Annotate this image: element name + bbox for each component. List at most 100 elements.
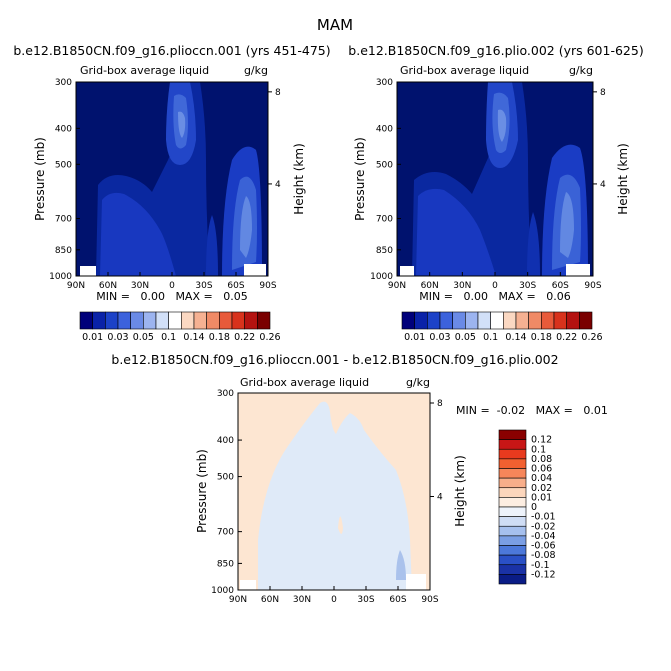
colorbar-swatch	[553, 311, 567, 330]
colorbar-swatch	[168, 311, 182, 330]
colorbar-swatch	[515, 311, 529, 330]
figure-title: MAM	[317, 16, 353, 34]
colorbar-swatch	[439, 311, 453, 330]
colorbar-swatch	[219, 311, 233, 330]
colorbar-label: -0.02	[531, 521, 556, 532]
colorbar-swatch	[193, 311, 207, 330]
colorbar-label: 0.08	[531, 454, 552, 465]
y-tick-label: 400	[217, 436, 234, 446]
panel-a-left-label: Grid-box average liquid	[80, 64, 209, 77]
y-tick-label: 700	[55, 215, 72, 225]
colorbar-label: -0.06	[531, 541, 556, 552]
panel-a-y2label: Height (km)	[292, 143, 306, 214]
y-tick-label: 300	[55, 78, 72, 88]
panel-b-y2label: Height (km)	[616, 143, 630, 214]
x-tick-label: 90N	[67, 281, 85, 291]
x-tick-label: 30S	[357, 595, 374, 605]
colorbar-swatch	[498, 497, 527, 508]
colorbar-swatch	[414, 311, 428, 330]
colorbar-label: 0.26	[259, 332, 280, 343]
colorbar-label: 0.01	[531, 492, 552, 503]
panel-c-right-label: g/kg	[406, 376, 430, 389]
colorbar-label: 0.01	[404, 332, 425, 343]
colorbar-swatch	[490, 311, 504, 330]
x-tick-label: 0	[331, 595, 337, 605]
x-tick-label: 60S	[227, 281, 244, 291]
colorbar-swatch	[105, 311, 119, 330]
x-tick-label: 30N	[293, 595, 311, 605]
colorbar-label: 0.26	[581, 332, 602, 343]
panel-c: b.e12.B1850CN.f09_g16.plioccn.001 - b.e1…	[111, 352, 608, 591]
panel-a-contours	[76, 82, 268, 276]
colorbar-label: 0.18	[209, 332, 230, 343]
colorbar-swatch	[498, 468, 527, 479]
colorbar-label: -0.04	[531, 531, 556, 542]
colorbar-swatch	[257, 311, 271, 330]
colorbar-swatch	[498, 477, 527, 489]
colorbar-label: 0.22	[234, 332, 255, 343]
y2-tick-label: 4	[437, 493, 443, 503]
colorbar-swatch	[541, 311, 555, 330]
x-tick-label: 30N	[131, 281, 149, 291]
colorbar-label: 0.1	[483, 332, 498, 343]
colorbar-swatch	[498, 574, 527, 585]
y-tick-label: 850	[217, 559, 234, 569]
panel-b-title: b.e12.B1850CN.f09_g16.plio.002 (yrs 601-…	[348, 43, 643, 58]
y-tick-label: 500	[217, 473, 234, 483]
panel-b-right-label: g/kg	[569, 64, 593, 77]
x-tick-label: 30N	[453, 281, 471, 291]
colorbar-swatch	[498, 545, 527, 556]
x-tick-label: 0	[169, 281, 175, 291]
colorbar-swatch	[206, 311, 220, 330]
colorbar-swatch	[427, 311, 441, 330]
colorbar-swatch	[117, 311, 131, 330]
colorbar-swatch	[498, 516, 527, 527]
panel-a: b.e12.B1850CN.f09_g16.plioccn.001 (yrs 4…	[13, 43, 330, 303]
panel-a-ylabel: Pressure (mb)	[33, 137, 47, 221]
colorbar-swatch	[452, 311, 466, 330]
y-tick-label: 1000	[211, 586, 234, 596]
colorbar-swatch	[498, 458, 527, 469]
x-tick-label: 90S	[259, 281, 276, 291]
colorbar-label: -0.08	[531, 550, 556, 561]
colorbar-swatch	[465, 311, 479, 330]
x-tick-label: 60S	[389, 595, 406, 605]
colorbar-difference: 0.120.10.080.060.040.020.010-0.01-0.02-0…	[498, 429, 556, 585]
y2-tick-label: 8	[275, 88, 281, 98]
y-tick-label: 700	[376, 215, 393, 225]
colorbar-swatch	[244, 311, 258, 330]
axes-layer: 90N 60N 30N 0 30S 60S 90S300400500700850100084…	[49, 78, 606, 605]
colorbar-swatch	[181, 311, 195, 330]
panel-b-contours	[397, 82, 593, 276]
colorbar-swatch	[498, 506, 527, 517]
x-tick-label: 30S	[519, 281, 536, 291]
panel-b-ylabel: Pressure (mb)	[353, 137, 367, 221]
panel-a-right-label: g/kg	[244, 64, 268, 77]
x-tick-label: 90S	[584, 281, 601, 291]
colorbar-label: 0.03	[107, 332, 128, 343]
y-tick-label: 400	[376, 124, 393, 134]
colorbar-label: 0.04	[531, 473, 552, 484]
colorbar-swatch	[498, 554, 527, 566]
y2-tick-label: 4	[600, 180, 606, 190]
panel-c-left-label: Grid-box average liquid	[240, 376, 369, 389]
colorbar-swatch	[130, 311, 144, 330]
colorbar-swatch	[498, 448, 527, 460]
colorbar-label: 0.05	[455, 332, 476, 343]
x-tick-label: 60N	[261, 595, 279, 605]
colorbar-swatch	[401, 311, 415, 330]
colorbar-label: 0.1	[161, 332, 176, 343]
panel-a-title: b.e12.B1850CN.f09_g16.plioccn.001 (yrs 4…	[13, 43, 330, 58]
colorbar-label: 0.03	[429, 332, 450, 343]
x-tick-label: 30S	[195, 281, 212, 291]
x-tick-label: 0	[492, 281, 498, 291]
panel-b-left-label: Grid-box average liquid	[400, 64, 529, 77]
colorbar-swatch	[566, 311, 580, 330]
colorbar-swatch	[79, 311, 93, 330]
x-tick-label: 90N	[388, 281, 406, 291]
colorbar-label: -0.01	[531, 512, 556, 523]
y-tick-label: 500	[55, 160, 72, 170]
colorbar-swatch	[498, 429, 527, 440]
y-tick-label: 300	[376, 78, 393, 88]
